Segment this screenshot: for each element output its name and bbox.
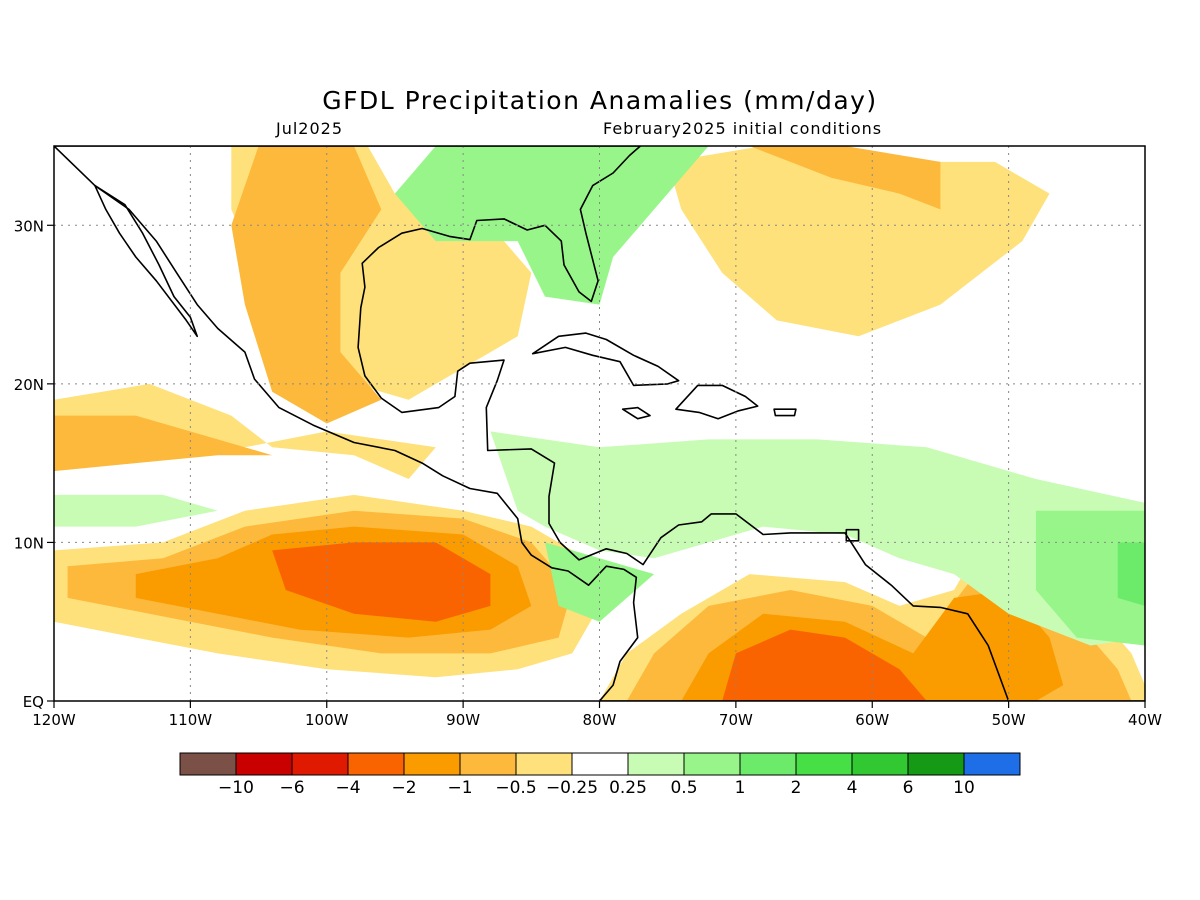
anomaly-shading [54, 146, 1145, 701]
colorbar-swatch [235, 752, 293, 776]
colorbar-label: −0.25 [546, 778, 598, 798]
lon-tick-label: 100W [305, 711, 349, 729]
coastline-cuba [531, 332, 680, 387]
anomaly-region-18 [1117, 542, 1145, 606]
colorbar-label: −2 [391, 778, 416, 798]
colorbar-swatch [739, 752, 797, 776]
anomaly-region-13 [722, 629, 927, 701]
colorbar-label: 6 [903, 778, 914, 798]
coastline-baja [94, 184, 198, 338]
anomaly-region-4 [54, 383, 436, 479]
graticule [54, 146, 1145, 701]
colorbar-swatch [627, 752, 685, 776]
coastlines [54, 146, 1145, 701]
coastline-north-america [54, 146, 1145, 701]
colorbar-swatch [683, 752, 741, 776]
colorbar-label: 10 [953, 778, 975, 798]
colorbar: −10 −6 −4 −2 −1 −0.5 −0.25 0.25 0.5 1 2 4 6 10 [179, 752, 1021, 798]
anomaly-region-15 [490, 431, 1145, 646]
lon-tick-label: 80W [583, 711, 617, 729]
colorbar-label: 0.25 [609, 778, 647, 798]
lon-tick-label: 50W [992, 711, 1026, 729]
coastline-trinidad [845, 528, 860, 542]
colorbar-swatch [403, 752, 461, 776]
colorbar-swatch [963, 752, 1021, 776]
axis-ticks: 120W 110W 100W 90W 80W 70W 60W 50W 40W EQ 10N 20N 30… [14, 217, 1162, 729]
colorbar-label: 4 [847, 778, 858, 798]
colorbar-swatch [459, 752, 517, 776]
colorbar-swatch [515, 752, 573, 776]
lat-tick-label: 10N [14, 534, 44, 552]
coastline-jamaica [621, 406, 651, 420]
anomaly-region-1 [231, 146, 382, 424]
lon-tick-label: 90W [446, 711, 480, 729]
colorbar-label: 1 [735, 778, 746, 798]
valid-month-label: Jul2025 [276, 119, 344, 138]
init-conditions-label: February2025 initial conditions [603, 119, 883, 138]
lat-tick-label: 20N [14, 376, 44, 394]
lon-tick-label: 70W [719, 711, 753, 729]
colorbar-swatch [291, 752, 349, 776]
page-title: GFDL Precipitation Anamalies (mm/day) [322, 86, 878, 115]
anomaly-region-3 [749, 146, 941, 210]
colorbar-swatch [795, 752, 853, 776]
lon-tick-label: 110W [169, 711, 213, 729]
colorbar-swatch [571, 752, 629, 776]
colorbar-label: −4 [335, 778, 360, 798]
colorbar-label: −10 [218, 778, 254, 798]
anomaly-region-5 [54, 415, 273, 472]
colorbar-swatch [851, 752, 909, 776]
colorbar-label: 2 [791, 778, 802, 798]
anomaly-region-2 [667, 146, 1050, 337]
colorbar-label: −6 [279, 778, 304, 798]
lon-tick-label: 120W [32, 711, 76, 729]
coastline-puerto-rico [773, 408, 797, 417]
colorbar-swatch [907, 752, 965, 776]
lat-tick-label: 30N [14, 217, 44, 235]
colorbar-swatch [347, 752, 405, 776]
lon-tick-label: 40W [1128, 711, 1162, 729]
colorbar-label: −1 [447, 778, 472, 798]
anomaly-region-16 [545, 542, 655, 622]
colorbar-label: 0.5 [670, 778, 697, 798]
anomaly-region-19 [54, 494, 218, 527]
coastline-hispaniola [675, 384, 759, 420]
colorbar-swatch [179, 752, 237, 776]
lon-tick-label: 60W [855, 711, 889, 729]
colorbar-label: −0.5 [495, 778, 536, 798]
lat-tick-label: EQ [23, 693, 44, 711]
